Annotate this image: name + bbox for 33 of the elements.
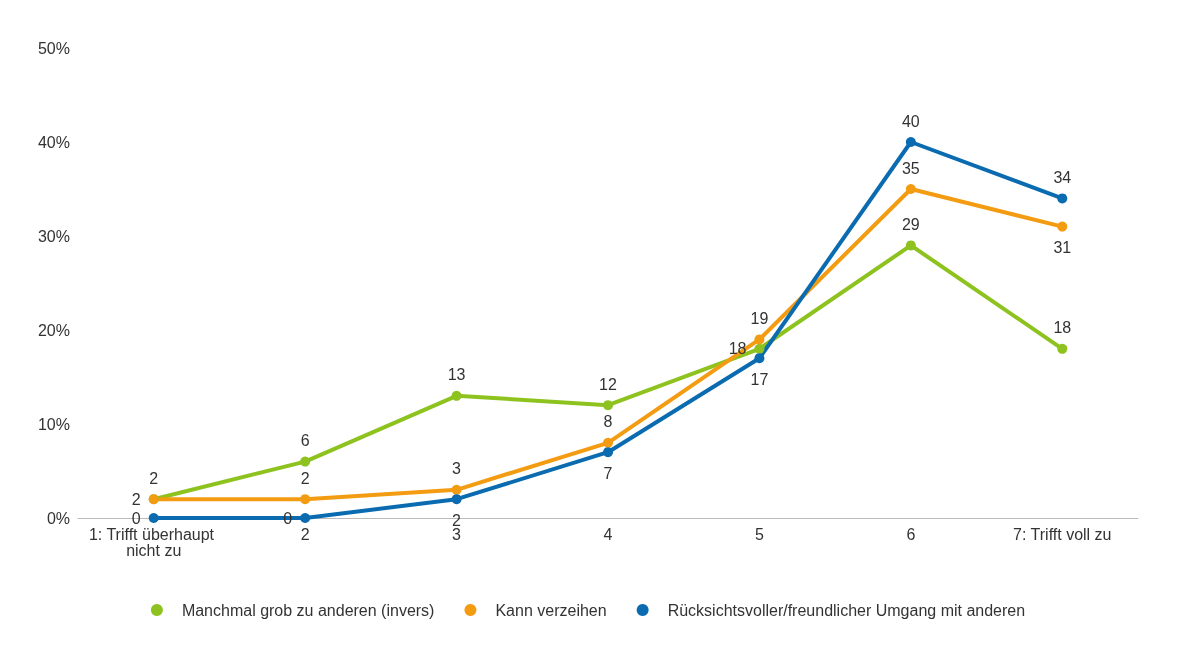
data-label: 2 bbox=[300, 469, 310, 487]
data-label: 13 bbox=[447, 366, 466, 384]
y-tick-label: 20% bbox=[37, 321, 70, 339]
x-tick-label: 2 bbox=[300, 525, 310, 543]
data-label: 0 bbox=[131, 509, 141, 527]
data-label: 31 bbox=[1053, 239, 1072, 257]
data-label: 35 bbox=[901, 159, 920, 177]
y-tick-label: 30% bbox=[37, 227, 70, 245]
legend-label: Rücksichtsvoller/freundlicher Umgang mit anderen bbox=[667, 601, 1026, 619]
data-label: 19 bbox=[750, 309, 769, 327]
x-tick-label: 7: Trifft voll zu bbox=[1013, 525, 1112, 543]
data-label: 34 bbox=[1053, 168, 1072, 186]
legend-label: Kann verzeihen bbox=[495, 601, 607, 619]
data-label: 18 bbox=[1053, 319, 1072, 337]
y-tick-label: 50% bbox=[37, 39, 70, 57]
data-label: 12 bbox=[599, 375, 617, 393]
data-label: 7 bbox=[603, 464, 613, 482]
x-tick-label: 5 bbox=[754, 525, 764, 543]
x-tick-label: 4 bbox=[603, 525, 613, 543]
y-tick-label: 0% bbox=[46, 509, 70, 527]
data-label: 29 bbox=[901, 215, 920, 233]
data-label: 6 bbox=[300, 432, 310, 450]
legend-label: Manchmal grob zu anderen (invers) bbox=[181, 601, 435, 619]
y-tick-label: 10% bbox=[37, 415, 70, 433]
x-tick-label: 6 bbox=[906, 525, 916, 543]
x-tick-label: 1: Trifft überhaupt nicht zu bbox=[88, 525, 219, 559]
data-label: 40 bbox=[901, 112, 920, 130]
data-label: 8 bbox=[603, 413, 613, 431]
data-label: 3 bbox=[452, 460, 462, 478]
y-tick-label: 40% bbox=[37, 133, 70, 151]
data-label: 17 bbox=[750, 370, 769, 388]
data-label: 2 bbox=[149, 469, 159, 487]
data-label: 2 bbox=[131, 490, 141, 508]
